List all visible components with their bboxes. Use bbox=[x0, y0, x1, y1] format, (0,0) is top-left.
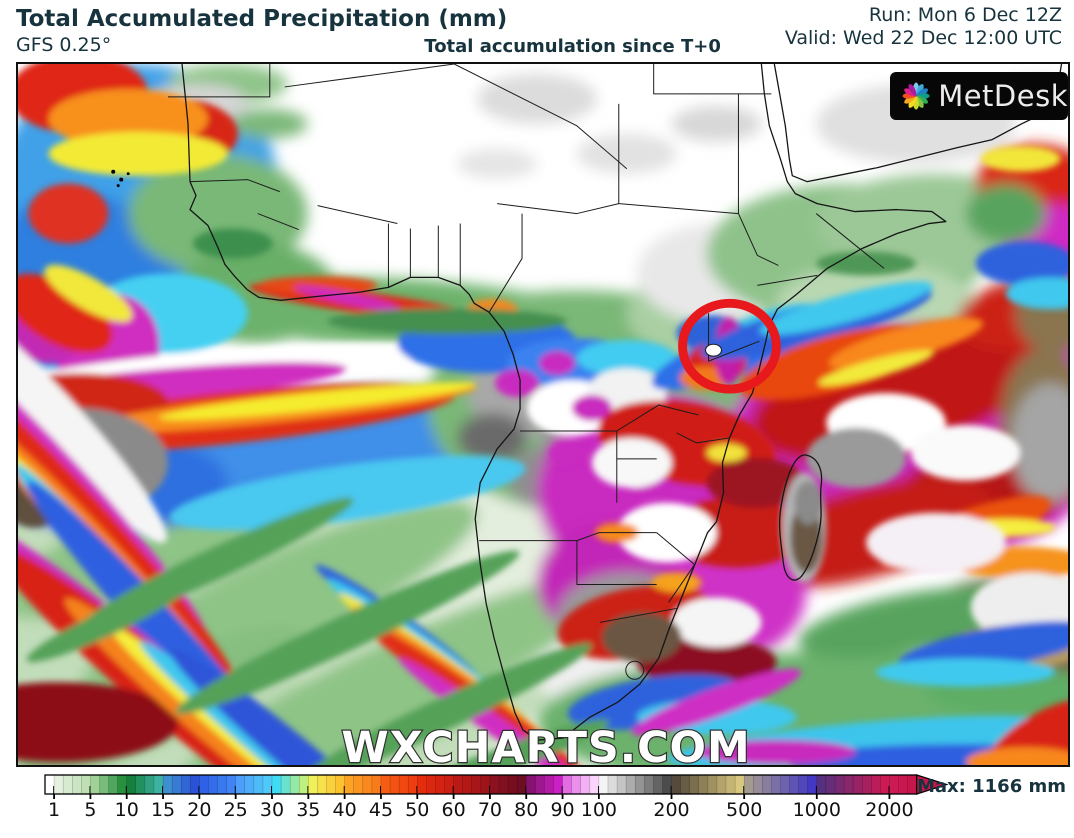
island-dots bbox=[111, 169, 130, 188]
watermark: WXCHARTS.COM bbox=[341, 723, 750, 765]
metdesk-pinwheel-icon bbox=[902, 82, 930, 110]
max-value-label: Max: 1166 mm bbox=[916, 776, 1066, 797]
svg-text:70: 70 bbox=[478, 799, 502, 821]
svg-text:30: 30 bbox=[260, 799, 284, 821]
precipitation-map-canvas: WXCHARTS.COM bbox=[18, 64, 1068, 765]
svg-text:90: 90 bbox=[550, 799, 574, 821]
highlight-circle-annotation bbox=[678, 298, 781, 394]
svg-text:100: 100 bbox=[581, 799, 617, 821]
model-label: GFS 0.25° bbox=[16, 34, 112, 56]
svg-text:15: 15 bbox=[151, 799, 175, 821]
svg-text:50: 50 bbox=[405, 799, 429, 821]
svg-text:60: 60 bbox=[442, 799, 466, 821]
header: Total Accumulated Precipitation (mm) GFS… bbox=[0, 0, 1074, 62]
accumulation-subtitle: Total accumulation since T+0 bbox=[424, 36, 721, 57]
svg-text:20: 20 bbox=[187, 799, 211, 821]
run-label: Run: Mon 6 Dec 12Z bbox=[868, 4, 1062, 26]
metdesk-logo: MetDesk bbox=[890, 72, 1068, 120]
svg-text:5: 5 bbox=[84, 799, 96, 821]
page-title: Total Accumulated Precipitation (mm) bbox=[16, 6, 508, 32]
valid-label: Valid: Wed 22 Dec 12:00 UTC bbox=[784, 27, 1062, 49]
svg-text:1000: 1000 bbox=[793, 799, 841, 821]
svg-text:40: 40 bbox=[333, 799, 357, 821]
svg-text:80: 80 bbox=[514, 799, 538, 821]
svg-text:35: 35 bbox=[296, 799, 320, 821]
colorbar: 1 5 10 15 20 25 30 35 40 45 50 60 70 80 90 100 200 500 100… bbox=[44, 774, 949, 821]
precip-field-bands bbox=[18, 64, 1068, 765]
svg-text:500: 500 bbox=[726, 799, 762, 821]
svg-text:45: 45 bbox=[369, 799, 393, 821]
country-borders bbox=[168, 64, 885, 680]
svg-text:10: 10 bbox=[115, 799, 139, 821]
svg-text:25: 25 bbox=[224, 799, 248, 821]
svg-text:200: 200 bbox=[653, 799, 689, 821]
run-valid-info: Run: Mon 6 Dec 12Z Valid: Wed 22 Dec 12:… bbox=[785, 4, 1062, 50]
svg-text:2000: 2000 bbox=[865, 799, 913, 821]
weather-map: WXCHARTS.COM MetDesk bbox=[16, 62, 1070, 767]
metdesk-logo-text: MetDesk bbox=[938, 79, 1068, 113]
svg-text:1: 1 bbox=[48, 799, 60, 821]
precipitation-scale: 1 5 10 15 20 25 30 35 40 45 50 60 70 80 90 100 200 500 100… bbox=[0, 768, 1074, 834]
